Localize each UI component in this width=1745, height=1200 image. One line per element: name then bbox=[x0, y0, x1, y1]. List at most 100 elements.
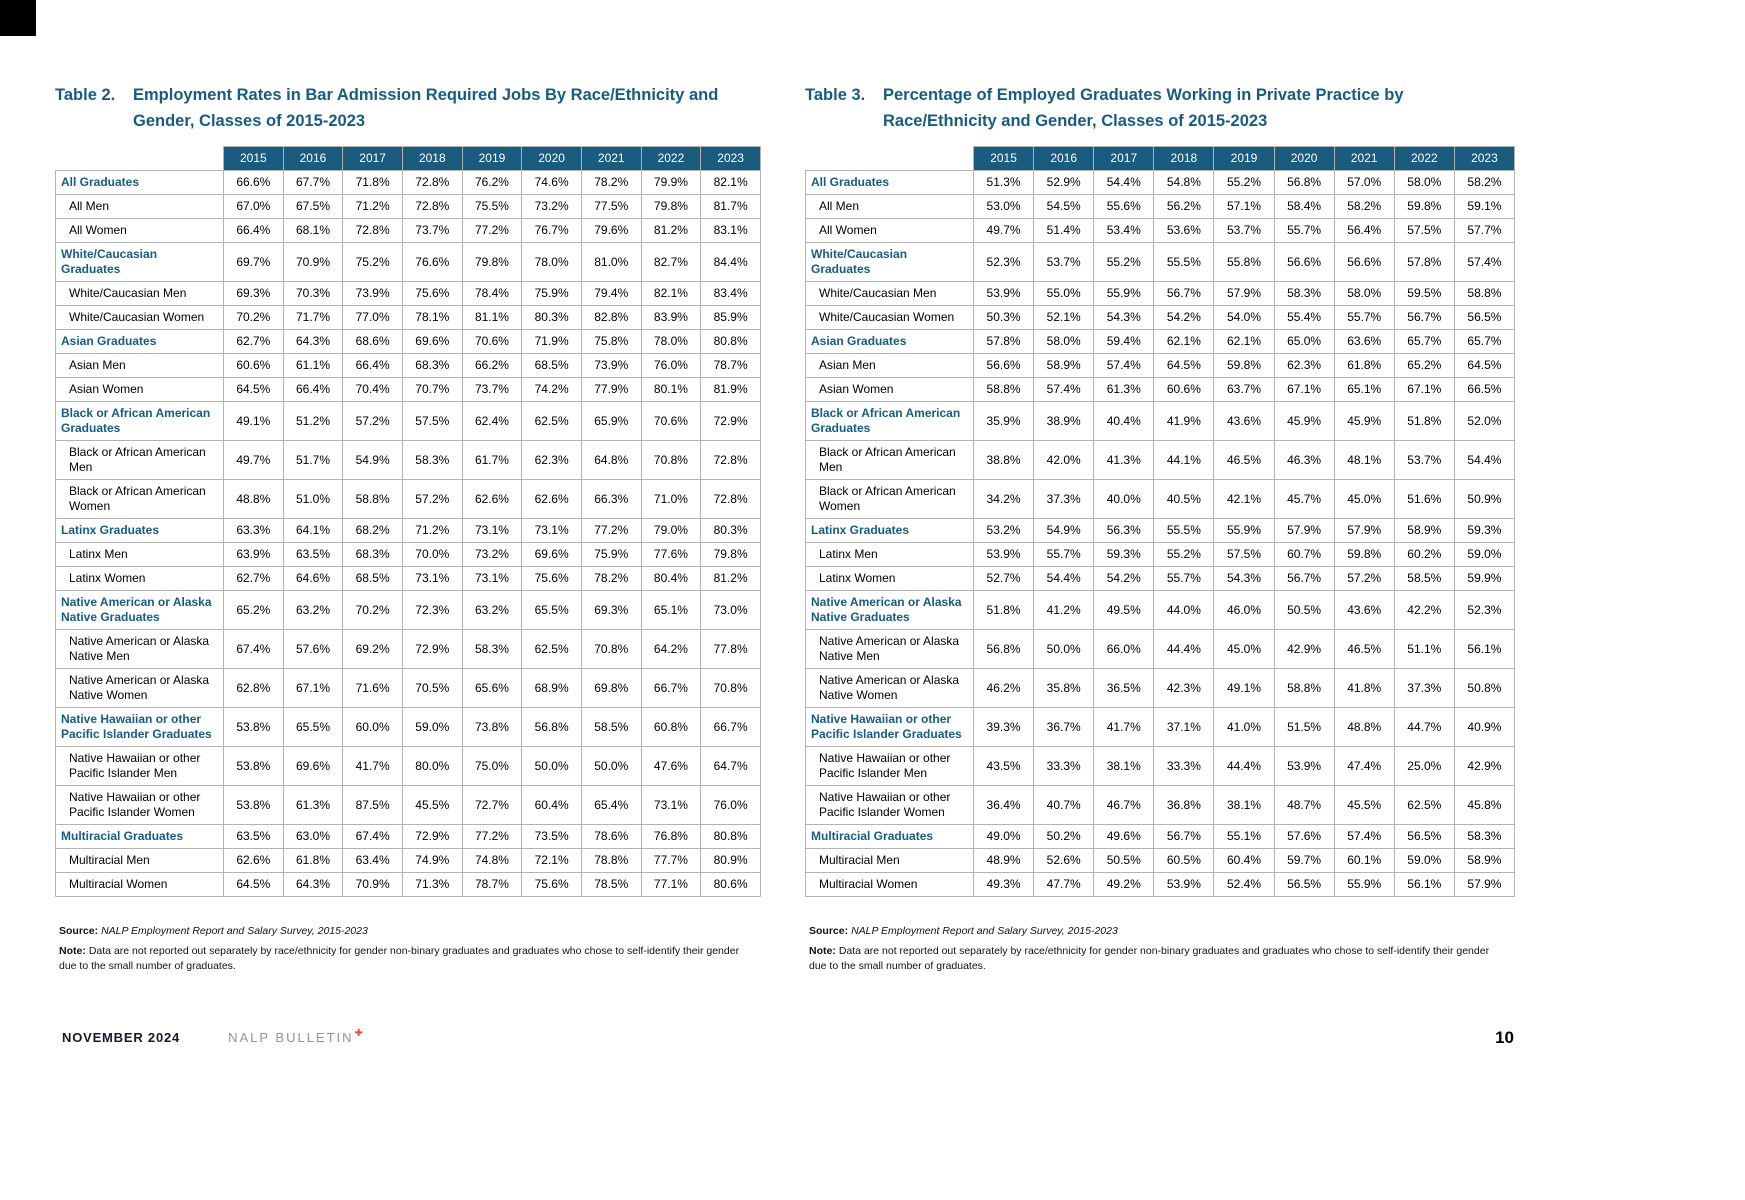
data-cell: 58.2% bbox=[1453, 170, 1516, 195]
data-cell: 70.8% bbox=[640, 440, 702, 480]
data-cell: 52.3% bbox=[972, 242, 1035, 282]
data-cell: 76.8% bbox=[640, 824, 702, 849]
data-cell: 45.5% bbox=[401, 785, 463, 825]
note-text: Data are not reported out separately by … bbox=[59, 945, 740, 972]
table-row: Native Hawaiian or other Pacific Islande… bbox=[805, 746, 1516, 786]
data-cell: 48.9% bbox=[972, 848, 1035, 873]
row-label: Native American or Alaska Native Men bbox=[805, 629, 974, 669]
data-cell: 56.4% bbox=[1333, 218, 1395, 243]
data-cell: 46.3% bbox=[1273, 440, 1335, 480]
data-cell: 49.3% bbox=[972, 872, 1035, 897]
data-cell: 64.5% bbox=[1153, 353, 1215, 378]
data-cell: 38.8% bbox=[972, 440, 1035, 480]
data-cell: 59.8% bbox=[1393, 194, 1455, 219]
row-label: All Women bbox=[805, 218, 974, 243]
data-cell: 52.7% bbox=[972, 566, 1035, 591]
data-cell: 46.7% bbox=[1093, 785, 1155, 825]
data-cell: 69.6% bbox=[521, 542, 582, 567]
data-cell: 75.5% bbox=[461, 194, 523, 219]
data-cell: 57.1% bbox=[1213, 194, 1275, 219]
data-cell: 55.7% bbox=[1153, 566, 1215, 591]
data-cell: 81.2% bbox=[640, 218, 702, 243]
data-cell: 68.3% bbox=[342, 542, 403, 567]
table-row: White/Caucasian Women 70.2% 71.7% 77.0% 78.1… bbox=[55, 305, 761, 330]
data-cell: 78.4% bbox=[461, 281, 523, 306]
data-cell: 54.5% bbox=[1033, 194, 1095, 219]
data-cell: 73.9% bbox=[580, 353, 642, 378]
data-cell: 70.6% bbox=[461, 329, 523, 354]
data-cell: 48.7% bbox=[1273, 785, 1335, 825]
data-cell: 35.9% bbox=[972, 401, 1035, 441]
data-cell: 53.9% bbox=[1273, 746, 1335, 786]
data-cell: 65.0% bbox=[1273, 329, 1335, 354]
data-cell: 58.9% bbox=[1033, 353, 1095, 378]
data-cell: 70.7% bbox=[401, 377, 463, 402]
data-cell: 75.2% bbox=[342, 242, 403, 282]
data-cell: 72.9% bbox=[401, 824, 463, 849]
data-cell: 60.8% bbox=[640, 707, 702, 747]
data-cell: 59.9% bbox=[1453, 566, 1516, 591]
data-cell: 83.9% bbox=[640, 305, 702, 330]
page-corner-mark bbox=[0, 0, 36, 36]
data-cell: 64.5% bbox=[1453, 353, 1516, 378]
row-label: Asian Graduates bbox=[55, 329, 224, 354]
data-cell: 57.2% bbox=[342, 401, 403, 441]
data-cell: 52.4% bbox=[1213, 872, 1275, 897]
row-label: All Men bbox=[55, 194, 224, 219]
data-cell: 61.7% bbox=[461, 440, 523, 480]
note-label: Note: bbox=[59, 945, 86, 957]
data-cell: 59.8% bbox=[1213, 353, 1275, 378]
data-cell: 66.4% bbox=[282, 377, 344, 402]
data-cell: 73.2% bbox=[521, 194, 582, 219]
data-cell: 53.0% bbox=[972, 194, 1035, 219]
data-cell: 64.1% bbox=[282, 518, 344, 543]
data-cell: 87.5% bbox=[342, 785, 403, 825]
year-column-header: 2023 bbox=[700, 146, 761, 171]
data-cell: 85.9% bbox=[700, 305, 761, 330]
data-cell: 67.4% bbox=[223, 629, 284, 669]
data-cell: 82.1% bbox=[700, 170, 761, 195]
data-cell: 40.7% bbox=[1033, 785, 1095, 825]
data-cell: 56.7% bbox=[1273, 566, 1335, 591]
data-cell: 81.7% bbox=[700, 194, 761, 219]
data-cell: 43.6% bbox=[1213, 401, 1275, 441]
data-cell: 48.8% bbox=[223, 479, 284, 519]
table-row: All Graduates 66.6% 67.7% 71.8% 72.8% 76.2% 74… bbox=[55, 170, 761, 195]
data-cell: 77.2% bbox=[461, 218, 523, 243]
data-cell: 80.0% bbox=[401, 746, 463, 786]
data-cell: 78.0% bbox=[521, 242, 582, 282]
data-cell: 46.2% bbox=[972, 668, 1035, 708]
data-cell: 62.5% bbox=[1393, 785, 1455, 825]
table-row: Native American or Alaska Native Women 62… bbox=[55, 668, 761, 708]
data-cell: 49.5% bbox=[1093, 590, 1155, 630]
data-cell: 49.7% bbox=[223, 440, 284, 480]
data-cell: 73.9% bbox=[342, 281, 403, 306]
data-cell: 69.3% bbox=[223, 281, 284, 306]
data-cell: 72.3% bbox=[401, 590, 463, 630]
data-cell: 74.6% bbox=[521, 170, 582, 195]
row-label: Latinx Men bbox=[55, 542, 224, 567]
data-cell: 68.6% bbox=[342, 329, 403, 354]
table-row: Black or African American Men 38.8% 42.0% 4… bbox=[805, 440, 1516, 480]
data-cell: 64.5% bbox=[223, 377, 284, 402]
row-label: Native Hawaiian or other Pacific Islande… bbox=[805, 785, 974, 825]
data-cell: 81.2% bbox=[700, 566, 761, 591]
data-cell: 62.3% bbox=[1273, 353, 1335, 378]
data-cell: 70.5% bbox=[401, 668, 463, 708]
data-cell: 62.1% bbox=[1153, 329, 1215, 354]
data-cell: 57.4% bbox=[1093, 353, 1155, 378]
data-cell: 57.9% bbox=[1273, 518, 1335, 543]
data-cell: 70.8% bbox=[580, 629, 642, 669]
row-label: Asian Men bbox=[805, 353, 974, 378]
data-cell: 55.9% bbox=[1213, 518, 1275, 543]
data-cell: 75.8% bbox=[580, 329, 642, 354]
employment-rates-table: 2015 2016 2017 2018 2019 2020 2021 2022 2023 All … bbox=[55, 146, 761, 897]
data-cell: 78.7% bbox=[461, 872, 523, 897]
data-cell: 44.4% bbox=[1153, 629, 1215, 669]
table3-note-line: Note: Data are not reported out separatel… bbox=[809, 944, 1499, 973]
table2-source-line: Source: NALP Employment Report and Salary… bbox=[59, 925, 761, 937]
data-cell: 61.3% bbox=[282, 785, 344, 825]
data-cell: 59.7% bbox=[1273, 848, 1335, 873]
data-cell: 53.7% bbox=[1033, 242, 1095, 282]
data-cell: 57.7% bbox=[1453, 218, 1516, 243]
